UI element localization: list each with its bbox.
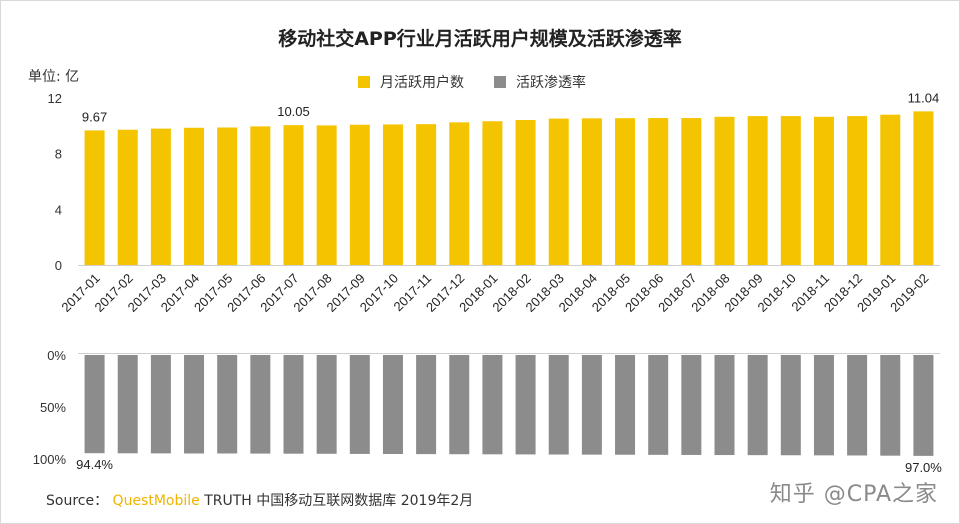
bar-penetration <box>581 355 602 455</box>
bar-mau <box>150 128 171 265</box>
bar-penetration <box>283 355 304 454</box>
bar-mau <box>416 124 437 265</box>
legend-label-penetration: 活跃渗透率 <box>516 75 586 91</box>
bar-mau <box>316 125 337 265</box>
data-label-penetration: 94.4% <box>76 457 113 472</box>
bar-mau <box>449 122 470 266</box>
legend-swatch-mau <box>358 76 370 88</box>
bar-mau <box>217 127 238 266</box>
source-note: Source： QuestMobile TRUTH 中国移动互联网数据库 201… <box>46 490 473 510</box>
legend-item-mau: 月活跃用户数 <box>358 72 464 92</box>
bar-penetration <box>681 355 702 455</box>
bar-mau <box>581 118 602 266</box>
y-tick-label-top: 8 <box>55 147 62 162</box>
bar-penetration <box>316 355 337 454</box>
bar-penetration <box>84 355 105 454</box>
bar-mau <box>681 118 702 265</box>
bar-penetration <box>416 355 437 455</box>
bar-penetration <box>349 355 370 454</box>
y-tick-label-bottom: 100% <box>33 452 67 467</box>
bar-penetration <box>747 355 768 456</box>
bar-mau <box>548 118 569 265</box>
bar-mau <box>349 124 370 265</box>
bar-penetration <box>880 355 901 456</box>
y-tick-label-bottom: 50% <box>40 400 66 415</box>
bar-mau <box>747 116 768 265</box>
y-tick-label-top: 4 <box>55 202 62 217</box>
unit-label: 单位: 亿 <box>28 69 80 85</box>
bar-penetration <box>548 355 569 455</box>
bar-mau <box>250 126 271 265</box>
bar-mau <box>847 116 868 265</box>
bar-penetration <box>184 355 205 454</box>
bar-penetration <box>813 355 834 456</box>
bar-penetration <box>515 355 536 455</box>
bar-penetration <box>847 355 868 456</box>
bar-penetration <box>780 355 801 456</box>
y-tick-label-bottom: 0% <box>47 348 66 363</box>
bar-mau <box>880 114 901 265</box>
legend-swatch-penetration <box>494 76 506 88</box>
legend: 月活跃用户数 活跃渗透率 <box>358 72 586 92</box>
data-label-mau: 10.05 <box>277 104 310 119</box>
bar-mau <box>714 116 735 265</box>
bar-mau <box>184 127 205 265</box>
bar-mau <box>780 116 801 265</box>
source-prefix: Source： <box>46 493 109 509</box>
bar-mau <box>382 124 403 265</box>
bar-penetration <box>648 355 669 455</box>
bar-penetration <box>615 355 636 455</box>
y-tick-label-top: 12 <box>48 91 62 106</box>
bar-mau <box>813 116 834 265</box>
source-rest: TRUTH 中国移动互联网数据库 2019年2月 <box>204 493 474 509</box>
bar-penetration <box>150 355 171 454</box>
bar-mau <box>117 129 138 265</box>
bar-penetration <box>482 355 503 455</box>
legend-label-mau: 月活跃用户数 <box>380 75 464 91</box>
bar-penetration <box>117 355 138 454</box>
bar-penetration <box>449 355 470 455</box>
bar-penetration <box>714 355 735 456</box>
bar-mau <box>648 118 669 265</box>
data-label-mau: 9.67 <box>82 109 107 124</box>
y-tick-label-top: 0 <box>55 258 62 273</box>
bar-penetration <box>913 355 934 456</box>
bar-mau <box>84 130 105 265</box>
chart-title: 移动社交APP行业月活跃用户规模及活跃渗透率 <box>278 28 682 50</box>
bar-mau <box>615 118 636 265</box>
bar-mau <box>515 119 536 265</box>
data-label-penetration: 97.0% <box>905 460 942 475</box>
bar-mau <box>482 121 503 265</box>
data-label-mau: 11.04 <box>908 90 940 105</box>
bar-mau <box>283 125 304 265</box>
legend-item-penetration: 活跃渗透率 <box>494 72 586 92</box>
bar-mau <box>913 111 934 265</box>
bar-penetration <box>250 355 271 454</box>
bar-penetration <box>217 355 238 454</box>
bar-penetration <box>382 355 403 455</box>
watermark-text: 知乎 @CPA之家 <box>769 482 938 507</box>
source-brand: QuestMobile <box>112 493 200 509</box>
